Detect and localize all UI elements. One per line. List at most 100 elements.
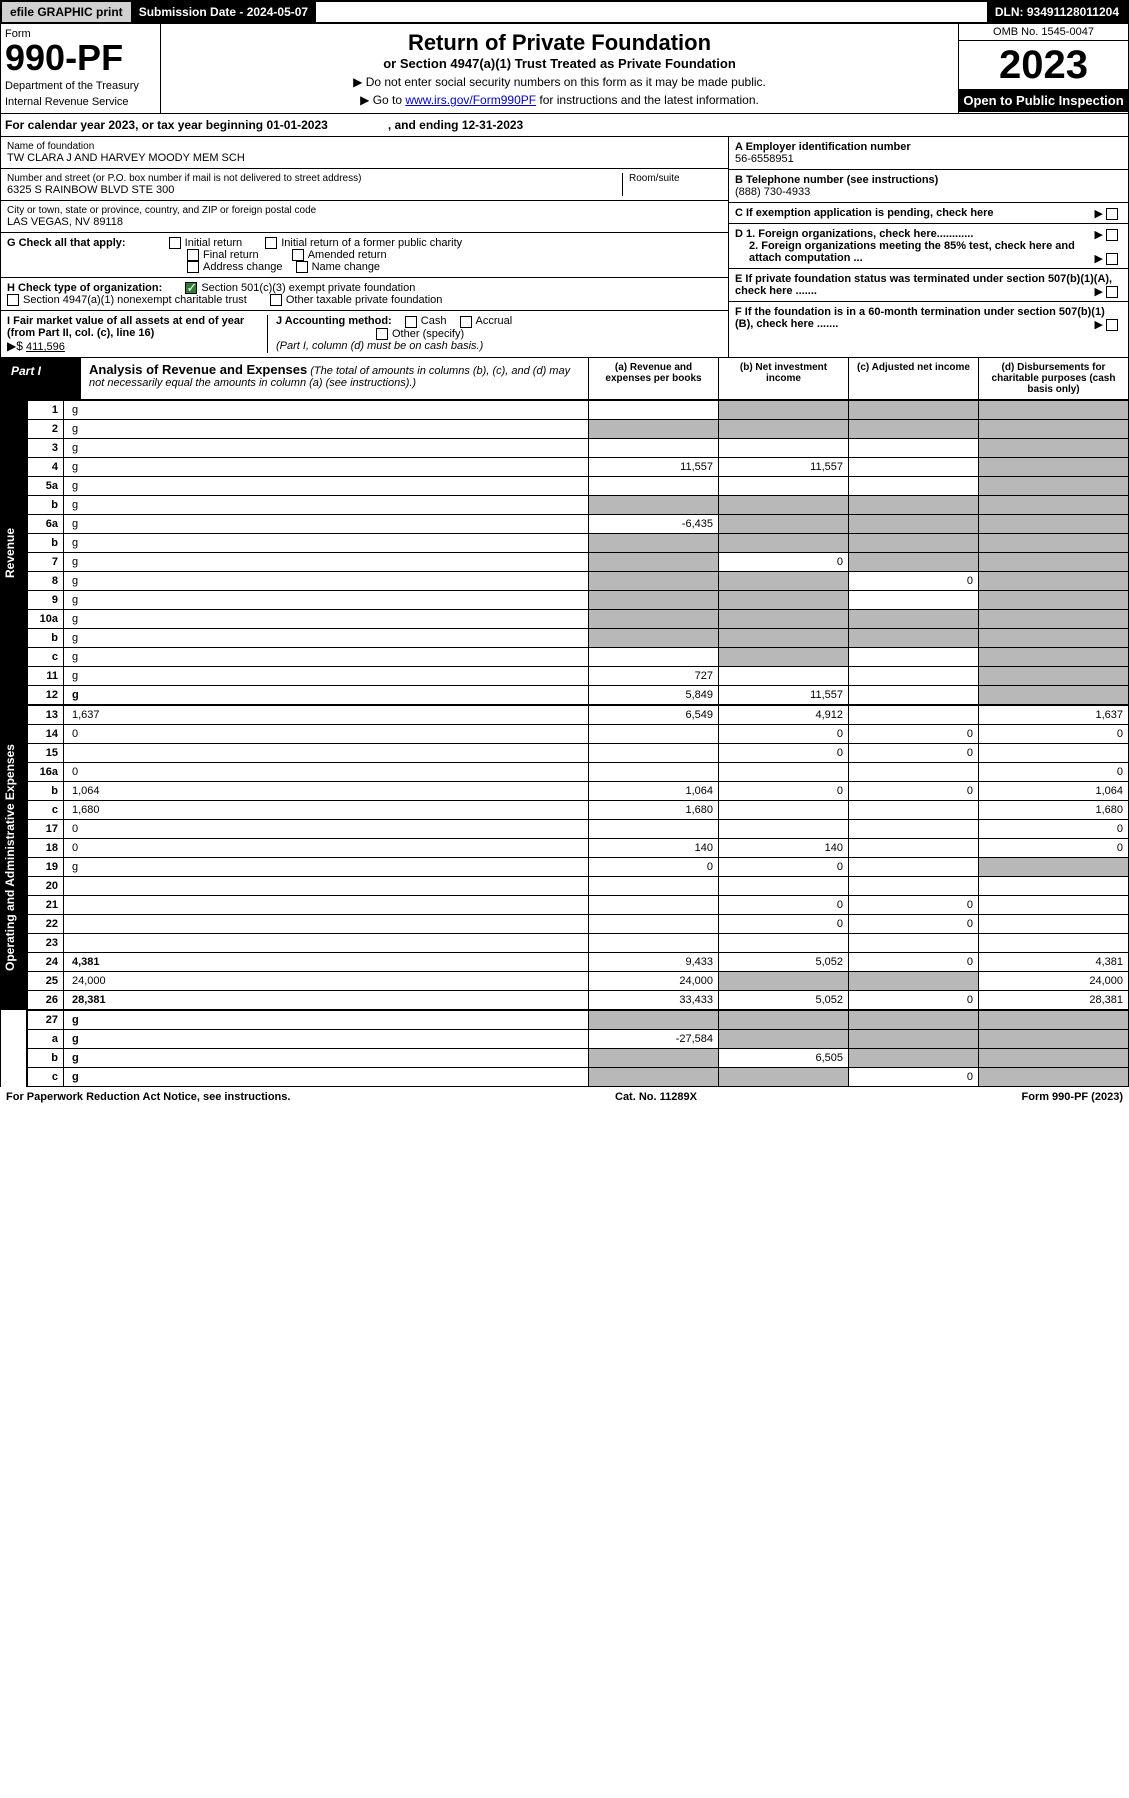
checkbox-final[interactable] [187,249,199,261]
expenses-side-label: Operating and Administrative Expenses [1,705,27,1010]
checkbox-501c3[interactable] [185,282,197,294]
table-row: 23 [28,934,1129,953]
room-label: Room/suite [629,173,722,184]
fmv-value: 411,596 [26,341,65,353]
irs-label: Internal Revenue Service [5,96,156,108]
name-label: Name of foundation [7,141,722,152]
expenses-table: 131,6376,5494,9121,637140000150016a00b1,… [27,705,1129,1010]
table-row: 3g [28,439,1129,458]
form-number: 990-PF [5,40,156,76]
table-row: 131,6376,5494,9121,637 [28,706,1129,725]
open-inspection: Open to Public Inspection [959,89,1128,112]
instruction-1: ▶ Do not enter social security numbers o… [167,75,952,89]
section-i: I Fair market value of all assets at end… [7,315,267,353]
net-table: 27gag-27,584bg6,505cg0 [27,1010,1129,1087]
checkbox-d2[interactable] [1106,253,1118,265]
checkbox-f[interactable] [1106,319,1118,331]
part-label: Part I [1,358,81,399]
ein-label: A Employer identification number [735,141,911,153]
col-b-header: (b) Net investment income [718,358,848,399]
page-footer: For Paperwork Reduction Act Notice, see … [0,1087,1129,1107]
checkbox-4947[interactable] [7,294,19,306]
table-row: 11g727 [28,667,1129,686]
phone-label: B Telephone number (see instructions) [735,174,938,186]
calendar-year-row: For calendar year 2023, or tax year begi… [0,114,1129,137]
checkbox-cash[interactable] [405,316,417,328]
topbar: efile GRAPHIC print Submission Date - 20… [0,0,1129,24]
table-row: bg [28,629,1129,648]
section-d: D 1. Foreign organizations, check here..… [729,224,1128,269]
table-row: 6ag-6,435 [28,515,1129,534]
checkbox-name[interactable] [296,261,308,273]
table-row: bg6,505 [28,1049,1129,1068]
section-c: C If exemption application is pending, c… [729,203,1128,224]
table-row: 1500 [28,744,1129,763]
submission-date: Submission Date - 2024-05-07 [131,2,316,22]
foundation-name: TW CLARA J AND HARVEY MOODY MEM SCH [7,152,722,164]
revenue-side-label: Revenue [1,400,27,705]
table-row: 2g [28,420,1129,439]
table-row: 1801401400 [28,839,1129,858]
table-row: 1700 [28,820,1129,839]
checkbox-d1[interactable] [1106,229,1118,241]
table-row: 8g0 [28,572,1129,591]
checkbox-address[interactable] [187,261,199,273]
checkbox-c[interactable] [1106,208,1118,220]
checkbox-other-taxable[interactable] [270,294,282,306]
city: LAS VEGAS, NV 89118 [7,216,722,228]
irs-link[interactable]: www.irs.gov/Form990PF [405,93,536,107]
table-row: 244,3819,4335,05204,381 [28,953,1129,972]
table-row: 5ag [28,477,1129,496]
col-d-header: (d) Disbursements for charitable purpose… [978,358,1128,399]
table-row: 16a00 [28,763,1129,782]
dln: DLN: 93491128011204 [987,2,1127,22]
table-row: 140000 [28,725,1129,744]
checkbox-accrual[interactable] [460,316,472,328]
table-row: 27g [28,1011,1129,1030]
checkbox-e[interactable] [1106,286,1118,298]
table-row: 2628,38133,4335,052028,381 [28,991,1129,1010]
ein: 56-6558951 [735,153,794,165]
checkbox-initial[interactable] [169,237,181,249]
omb-number: OMB No. 1545-0047 [959,24,1128,41]
table-row: cg [28,648,1129,667]
table-row: cg0 [28,1068,1129,1087]
part-1-header: Part I Analysis of Revenue and Expenses … [0,357,1129,400]
table-row: c1,6801,6801,680 [28,801,1129,820]
city-label: City or town, state or province, country… [7,205,722,216]
table-row: 19g00 [28,858,1129,877]
paperwork-notice: For Paperwork Reduction Act Notice, see … [6,1091,290,1103]
table-row: 7g0 [28,553,1129,572]
table-row: 20 [28,877,1129,896]
address: 6325 S RAINBOW BLVD STE 300 [7,184,622,196]
section-e: E If private foundation status was termi… [729,269,1128,302]
form-title: Return of Private Foundation [167,30,952,56]
form-subtitle: or Section 4947(a)(1) Trust Treated as P… [167,56,952,71]
table-row: b1,0641,064001,064 [28,782,1129,801]
address-label: Number and street (or P.O. box number if… [7,173,622,184]
phone: (888) 730-4933 [735,186,810,198]
cat-no: Cat. No. 11289X [615,1091,697,1103]
section-g: G Check all that apply: Initial return I… [1,233,728,278]
col-c-header: (c) Adjusted net income [848,358,978,399]
table-row: bg [28,496,1129,515]
identity-section: Name of foundation TW CLARA J AND HARVEY… [0,137,1129,357]
table-row: 9g [28,591,1129,610]
checkbox-other-acct[interactable] [376,328,388,340]
table-row: ag-27,584 [28,1030,1129,1049]
section-j: J Accounting method: Cash Accrual Other … [267,315,722,353]
section-h: H Check type of organization: Section 50… [1,278,728,311]
instruction-2: ▶ Go to www.irs.gov/Form990PF for instru… [167,93,952,107]
table-row: 1g [28,401,1129,420]
table-row: bg [28,534,1129,553]
efile-label[interactable]: efile GRAPHIC print [2,2,131,22]
revenue-table: 1g2g3g4g11,55711,5575agbg6ag-6,435bg7g08… [27,400,1129,705]
dept-treasury: Department of the Treasury [5,80,156,92]
col-a-header: (a) Revenue and expenses per books [588,358,718,399]
checkbox-amended[interactable] [292,249,304,261]
checkbox-initial-former[interactable] [265,237,277,249]
section-f: F If the foundation is in a 60-month ter… [729,302,1128,334]
form-ref: Form 990-PF (2023) [1022,1091,1123,1103]
table-row: 2524,00024,00024,000 [28,972,1129,991]
table-row: 2200 [28,915,1129,934]
